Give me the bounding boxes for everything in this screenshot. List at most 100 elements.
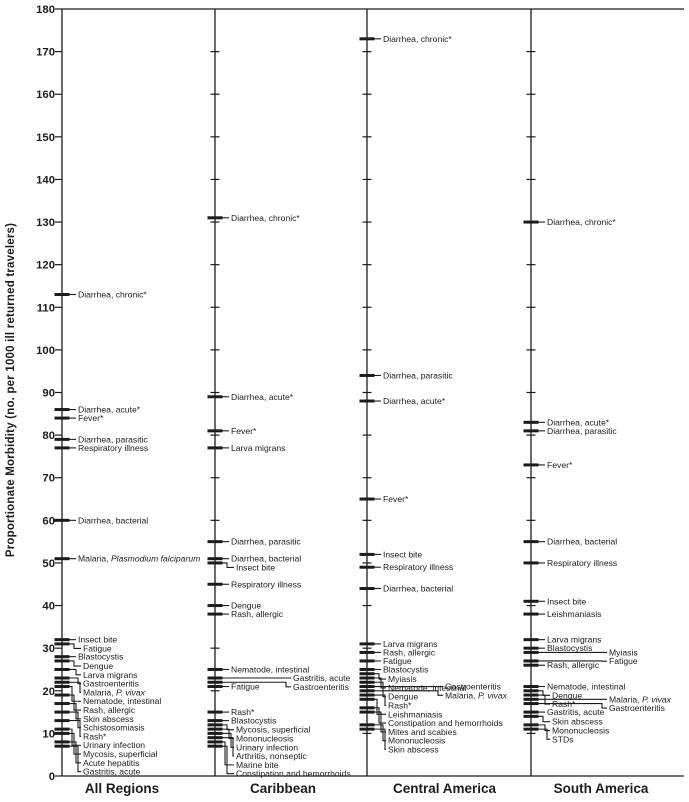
data-tick-marker <box>523 650 539 654</box>
data-tick-marker <box>359 680 375 684</box>
data-tick-marker <box>54 680 70 684</box>
y-tick-label: 80 <box>42 430 55 442</box>
leader-line <box>69 668 81 676</box>
y-tick-label: 130 <box>36 217 55 229</box>
data-tick-marker <box>54 518 70 522</box>
disease-label: Diarrhea, bacterial <box>383 584 453 594</box>
leader-line <box>222 737 234 757</box>
data-tick-marker <box>523 723 539 727</box>
disease-label: Rash* <box>388 701 412 711</box>
y-tick-label: 20 <box>42 686 55 698</box>
data-tick-marker <box>207 719 223 723</box>
disease-label: Blastocystis <box>547 643 592 653</box>
data-tick-marker <box>359 587 375 591</box>
data-tick-marker <box>523 612 539 616</box>
disease-label: Nematode, intestinal <box>231 664 309 674</box>
disease-label: Diarrhea, chronic* <box>383 34 452 44</box>
disease-label: Nematode, intestinal <box>547 682 625 692</box>
data-tick-marker <box>54 702 70 706</box>
disease-label: Respiratory illness <box>383 562 453 572</box>
leader-line <box>538 715 550 723</box>
disease-label: Diarrhea, bacterial <box>78 515 148 525</box>
data-tick-marker <box>207 557 223 561</box>
disease-label: Malaria, Plasmodium falciparum <box>78 554 200 564</box>
leader-line <box>69 660 81 667</box>
disease-label: Diarrhea, parasitic <box>78 434 148 444</box>
disease-label: Diarrhea, parasitic <box>231 537 301 547</box>
disease-label: Fatigue <box>609 656 638 666</box>
leader-line <box>222 745 234 775</box>
y-axis-title: Proportionate Morbidity (no. per 1000 il… <box>5 222 17 558</box>
region-title-central-america: Central America <box>392 781 497 796</box>
data-tick-marker <box>359 727 375 731</box>
disease-label: Rash* <box>552 699 576 709</box>
disease-label: Rash, allergic <box>547 660 600 670</box>
disease-label: Dengue <box>83 661 113 671</box>
y-tick-label: 110 <box>37 302 55 314</box>
data-tick-marker <box>207 604 223 608</box>
disease-label: Diarrhea, acute* <box>383 396 446 406</box>
disease-label: Myiasis <box>609 647 638 657</box>
y-tick-label: 50 <box>42 558 55 570</box>
disease-label: Diarrhea, parasitic <box>547 426 617 436</box>
disease-label: Mononucleosis <box>552 726 609 736</box>
y-tick-label: 120 <box>36 260 55 272</box>
disease-label: Diarrhea, acute* <box>78 405 141 415</box>
disease-label: Respiratory illness <box>547 558 617 568</box>
disease-label: Mononucleosis <box>388 736 445 746</box>
disease-label: Gastritis, acute <box>293 673 351 683</box>
y-tick-label: 40 <box>42 601 55 613</box>
data-tick-marker <box>359 565 375 569</box>
data-tick-marker <box>207 667 223 671</box>
disease-label: Gastroenteritis <box>83 679 139 689</box>
data-tick-marker <box>54 437 70 441</box>
data-tick-marker <box>54 731 70 735</box>
disease-label: Dengue <box>552 690 582 700</box>
data-tick-marker <box>54 416 70 420</box>
data-tick-marker <box>359 650 375 654</box>
data-tick-marker <box>359 706 375 710</box>
disease-label: Larva migrans <box>383 639 437 649</box>
disease-label: Fever* <box>78 413 104 423</box>
y-tick-label: 150 <box>36 132 55 144</box>
disease-label: STDs <box>552 734 573 744</box>
data-tick-marker <box>359 667 375 671</box>
data-tick-marker <box>54 693 70 697</box>
disease-label: Diarrhea, chronic* <box>231 213 300 223</box>
data-tick-marker <box>207 685 223 689</box>
data-tick-marker <box>523 429 539 433</box>
disease-label: Skin abscess <box>83 714 134 724</box>
disease-label: Fatigue <box>83 643 112 653</box>
data-tick-marker <box>523 714 539 718</box>
data-tick-marker <box>207 676 223 680</box>
data-tick-marker <box>207 744 223 748</box>
data-tick-marker <box>207 395 223 399</box>
data-tick-marker <box>359 672 375 676</box>
disease-label: Insect bite <box>547 596 586 606</box>
leader-line <box>538 690 550 696</box>
disease-label: Leishmaniasis <box>388 709 442 719</box>
data-tick-marker <box>207 429 223 433</box>
disease-label: Diarrhea, acute* <box>231 392 294 402</box>
leader-line <box>538 728 550 740</box>
y-tick-label: 170 <box>36 47 55 59</box>
y-tick-label: 60 <box>42 515 55 527</box>
leader-line <box>374 728 386 751</box>
region-title-south-america: South America <box>553 781 649 796</box>
y-tick-label: 180 <box>36 4 55 16</box>
disease-label: Constipation and hemorrhoids <box>388 718 503 728</box>
leader-line <box>69 703 81 720</box>
leader-line <box>222 732 234 748</box>
data-tick-marker <box>523 561 539 565</box>
leader-line <box>222 562 234 569</box>
disease-label: Blastocystis <box>78 652 123 662</box>
leader-line <box>222 724 234 731</box>
leader-line <box>69 728 81 746</box>
y-axis-title-wrap: Proportionate Morbidity (no. per 1000 il… <box>0 0 22 780</box>
data-tick-marker <box>523 420 539 424</box>
data-tick-marker <box>207 680 223 684</box>
leader-line <box>374 707 386 724</box>
data-tick-marker <box>523 540 539 544</box>
data-tick-marker <box>207 582 223 586</box>
